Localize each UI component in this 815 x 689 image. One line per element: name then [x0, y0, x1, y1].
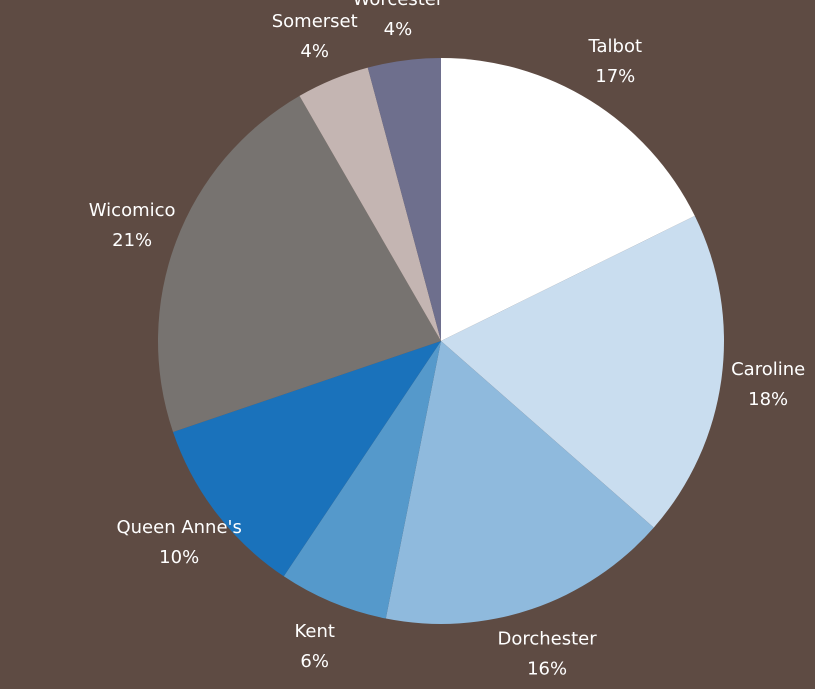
slice-label: Queen Anne's: [116, 517, 241, 538]
slice-label: Caroline: [731, 359, 805, 380]
pie-slice: [158, 95, 442, 432]
slice-value-label: 10%: [159, 547, 199, 568]
pie-slice: [385, 341, 654, 624]
slice-label: Kent: [294, 621, 334, 642]
slice-value-label: 16%: [527, 658, 567, 679]
slice-value-label: 4%: [384, 19, 413, 40]
pie-slice: [283, 341, 441, 619]
pie-slice: [441, 215, 724, 528]
pie-slice: [441, 58, 695, 341]
slice-value-label: 4%: [300, 41, 329, 62]
slice-label: Worcester: [353, 0, 444, 10]
slice-label: Dorchester: [497, 628, 597, 649]
pie-slice: [367, 58, 441, 341]
slice-value-label: 17%: [595, 66, 635, 87]
slice-value-label: 21%: [112, 230, 152, 251]
pie-slice: [299, 67, 441, 341]
slice-label: Talbot: [587, 36, 642, 57]
slice-label: Wicomico: [89, 200, 176, 221]
slice-value-label: 18%: [748, 389, 788, 410]
slice-label: Somerset: [272, 11, 358, 32]
pie-slice: [173, 341, 441, 577]
slice-value-label: 6%: [300, 651, 329, 672]
